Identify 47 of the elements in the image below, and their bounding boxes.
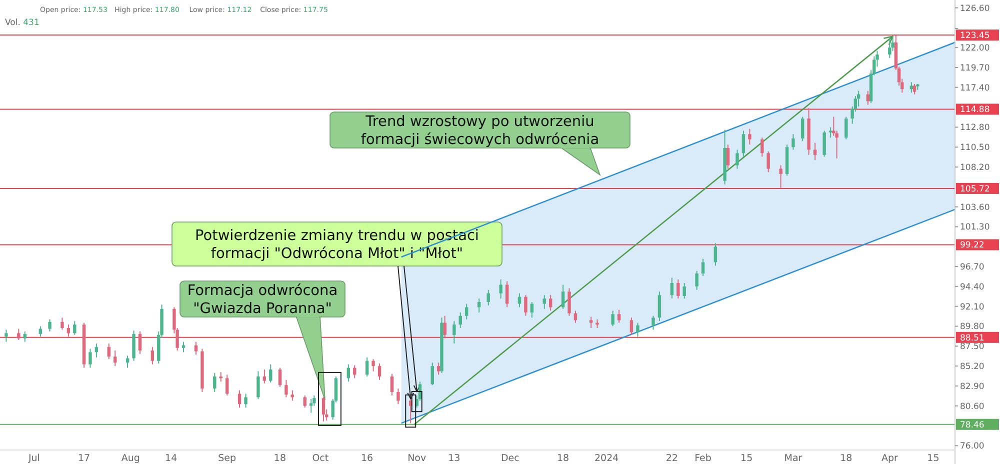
y-tick-label: 108.20 (960, 162, 990, 173)
x-tick-label: 18 (274, 453, 286, 464)
x-tick-label: 2024 (594, 453, 619, 464)
x-tick-label: Apr (881, 453, 898, 464)
x-tick-label: Jul (27, 453, 40, 464)
x-tick-label: Mar (784, 453, 802, 464)
y-tick-label: 94.40 (960, 282, 984, 292)
y-tick-label: 126.60 (960, 4, 990, 14)
ref-line-label: 88.51 (960, 333, 984, 344)
x-tick-label: 13 (448, 453, 460, 464)
x-tick-label: Oct (312, 453, 329, 464)
x-tick-label: 17 (78, 453, 90, 464)
x-tick-label: Sep (218, 453, 236, 464)
y-tick-label: 85.20 (960, 362, 984, 372)
y-tick-label: 101.30 (960, 222, 990, 233)
y-tick-label: 96.70 (960, 262, 984, 273)
ref-line-label: 105.72 (960, 184, 990, 194)
y-tick-label: 117.40 (960, 83, 990, 94)
annotation: Trend wzrostowy po utworzeniu formacji świecowych odwrócenia (360, 114, 600, 148)
ref-line-label: 78.46 (960, 420, 984, 430)
y-tick-label: 80.60 (960, 402, 984, 412)
y-tick-label: 103.60 (960, 202, 990, 213)
y-tick-label: 119.70 (960, 63, 990, 74)
x-tick-label: Feb (694, 453, 712, 464)
y-tick-label: 82.90 (960, 382, 984, 392)
x-tick-label: 16 (361, 453, 374, 464)
x-tick-label: Aug (121, 453, 140, 464)
x-tick-label: Dec (500, 453, 520, 464)
y-tick-label: 87.50 (960, 342, 984, 352)
ref-line-label: 99.22 (960, 240, 984, 251)
y-tick-label: 110.50 (960, 143, 990, 154)
x-tick-label: 22 (666, 453, 678, 464)
ref-line-label: 114.88 (960, 105, 990, 116)
annotation: Formacja odwrócona "Gwiazda Poranna" (187, 283, 338, 318)
ref-line-label: 123.45 (960, 31, 990, 42)
x-tick-label: 15 (740, 453, 753, 464)
y-tick-label: 122.00 (960, 44, 990, 54)
y-tick-label: 92.10 (960, 302, 984, 312)
x-tick-label: 18 (557, 453, 570, 464)
x-tick-label: 15 (927, 453, 940, 464)
x-tick-label: 14 (165, 453, 178, 464)
x-tick-label: 18 (840, 453, 852, 464)
y-tick-label: 112.80 (960, 123, 990, 134)
y-tick-label: 76.00 (960, 442, 984, 452)
annotation: Vol. 431 (5, 18, 40, 28)
y-tick-label: 89.80 (960, 322, 984, 332)
x-tick-label: Nov (408, 453, 426, 464)
